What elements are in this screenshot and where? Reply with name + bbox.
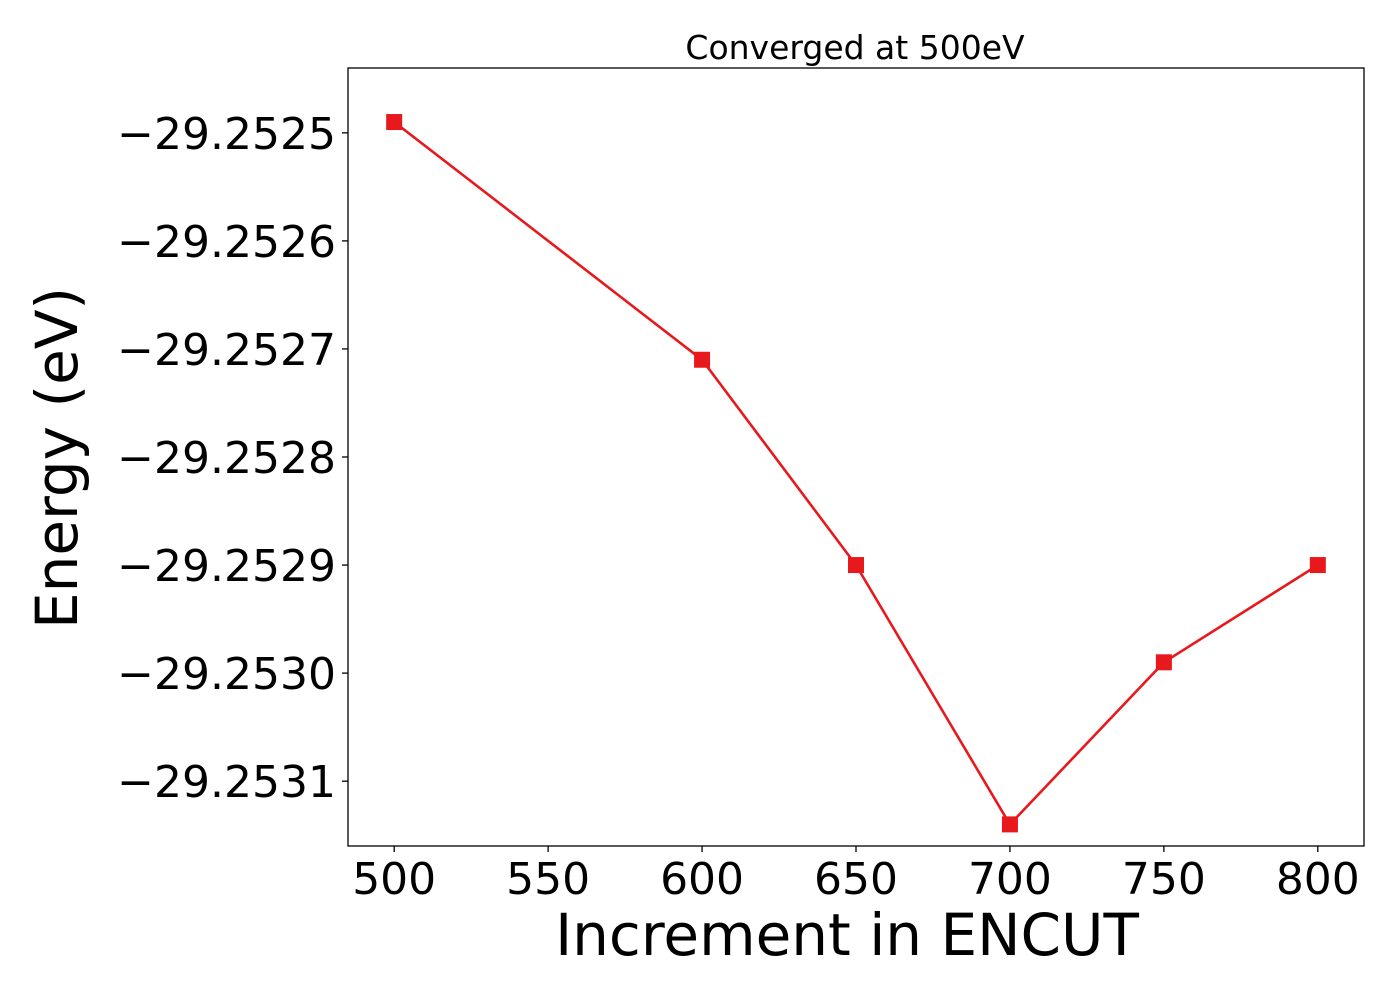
- series-line: [393, 120, 1319, 826]
- ticks-layer: 500 550 600 650 700 750 800 −29.2525 −29.2526 −29…: [117, 109, 1360, 905]
- y-axis-label: Energy (eV): [23, 287, 91, 629]
- y-tick-label: −29.2525: [117, 109, 336, 160]
- data-point-marker: [694, 351, 711, 368]
- x-tick-label: 600: [660, 854, 744, 905]
- data-point-marker: [1155, 654, 1172, 671]
- y-tick-label: −29.2529: [117, 541, 336, 592]
- x-tick-label: 550: [506, 854, 590, 905]
- y-tick-label: −29.2526: [117, 217, 336, 268]
- chart-title: Converged at 500eV: [685, 28, 1025, 67]
- y-tick-label: −29.2527: [117, 325, 336, 376]
- data-point-marker: [1309, 557, 1326, 574]
- x-axis-label: Increment in ENCUT: [555, 901, 1139, 969]
- data-point-marker: [1001, 816, 1018, 833]
- y-tick-label: −29.2530: [117, 649, 336, 700]
- x-tick-label: 650: [814, 854, 898, 905]
- x-tick-label: 700: [968, 854, 1052, 905]
- data-point-marker: [848, 557, 864, 574]
- data-point-marker: [386, 114, 403, 131]
- y-tick-label: −29.2528: [117, 433, 336, 484]
- x-tick-label: 800: [1276, 854, 1360, 905]
- x-tick-label: 750: [1122, 854, 1206, 905]
- series-layer: [386, 114, 1326, 833]
- plot-frame: [347, 67, 1365, 847]
- x-tick-label: 500: [352, 854, 436, 905]
- y-tick-label: −29.2531: [117, 757, 336, 808]
